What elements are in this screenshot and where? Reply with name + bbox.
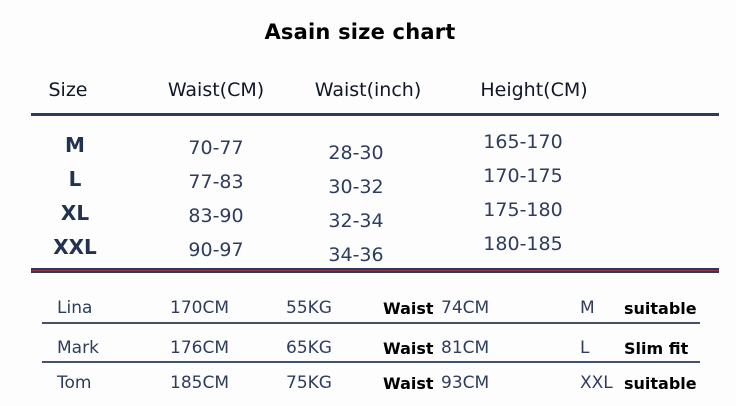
waist-label: Waist — [383, 374, 434, 393]
section-divider-line — [31, 268, 719, 273]
col-header-waist-cm: Waist(CM) — [167, 79, 265, 101]
col-header-waist-inch: Waist(inch) — [314, 79, 422, 101]
model-name: Tom — [57, 373, 92, 393]
waist-cm-value: 90-97 — [188, 239, 244, 261]
model-waist-value: 81CM — [441, 338, 490, 358]
size-label: L — [68, 167, 82, 191]
size-row-xl: XL 83-90 32-34 175-180 — [0, 199, 736, 232]
model-fit-note: Slim fit — [624, 339, 689, 358]
model-row-lina: Lina 170CM 55KG Waist 74CM M suitable — [0, 298, 736, 320]
row-divider-line — [42, 361, 700, 363]
model-height: 185CM — [170, 373, 229, 393]
waist-inch-value: 30-32 — [328, 176, 384, 198]
model-name: Mark — [57, 338, 99, 358]
model-size: M — [580, 298, 595, 318]
size-row-xxl: XXL 90-97 34-36 180-185 — [0, 233, 736, 266]
model-fit-note: suitable — [624, 374, 697, 393]
size-label: M — [65, 133, 85, 157]
model-weight: 55KG — [286, 298, 332, 318]
model-fit-note: suitable — [624, 299, 697, 318]
size-label: XXL — [53, 235, 97, 259]
size-row-m: M 70-77 28-30 165-170 — [0, 131, 736, 164]
size-row-l: L 77-83 30-32 170-175 — [0, 165, 736, 198]
waist-inch-value: 34-36 — [328, 244, 384, 266]
model-weight: 65KG — [286, 338, 332, 358]
waist-inch-value: 28-30 — [328, 142, 384, 164]
model-row-mark: Mark 176CM 65KG Waist 81CM L Slim fit — [0, 338, 736, 360]
model-size: XXL — [580, 373, 613, 393]
size-label: XL — [60, 201, 90, 225]
height-cm-value: 175-180 — [483, 199, 563, 221]
model-weight: 75KG — [286, 373, 332, 393]
waist-label: Waist — [383, 339, 434, 358]
waist-cm-value: 83-90 — [188, 205, 244, 227]
col-header-size: Size — [48, 79, 88, 101]
model-size: L — [580, 338, 590, 358]
model-waist-value: 74CM — [441, 298, 490, 318]
model-height: 170CM — [170, 298, 229, 318]
row-divider-line — [42, 322, 700, 324]
waist-cm-value: 77-83 — [188, 171, 244, 193]
col-header-height-cm: Height(CM) — [480, 79, 588, 101]
height-cm-value: 180-185 — [483, 233, 563, 255]
model-height: 176CM — [170, 338, 229, 358]
model-row-tom: Tom 185CM 75KG Waist 93CM XXL suitable — [0, 373, 736, 395]
page-title: Asain size chart — [264, 20, 456, 44]
size-table-header-row: Size Waist(CM) Waist(inch) Height(CM) — [0, 79, 736, 105]
header-divider-line — [31, 113, 719, 116]
waist-label: Waist — [383, 299, 434, 318]
height-cm-value: 170-175 — [483, 165, 563, 187]
model-name: Lina — [57, 298, 93, 318]
height-cm-value: 165-170 — [483, 131, 563, 153]
waist-cm-value: 70-77 — [188, 137, 244, 159]
model-waist-value: 93CM — [441, 373, 490, 393]
waist-inch-value: 32-34 — [328, 210, 384, 232]
